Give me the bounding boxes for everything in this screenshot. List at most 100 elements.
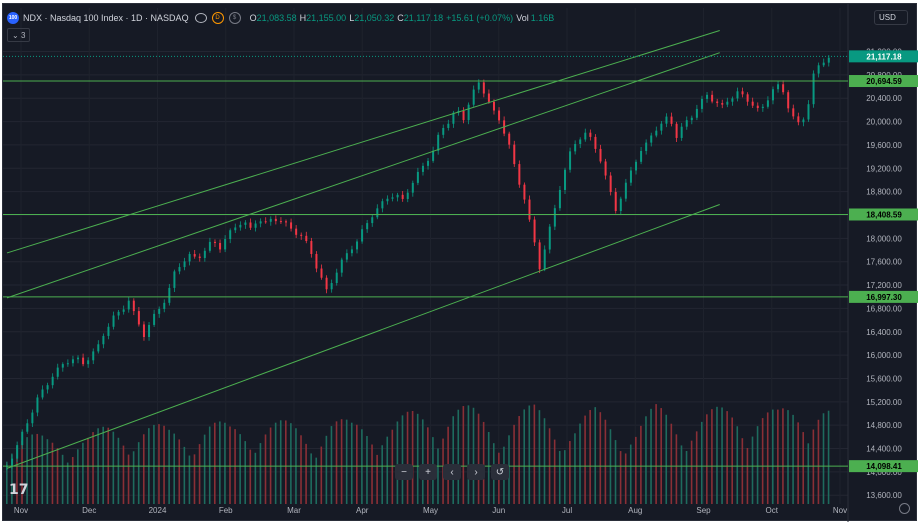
volume-bar (614, 440, 617, 504)
x-tick-label: Jul (562, 506, 572, 515)
volume-bar (604, 419, 607, 504)
candle-body (51, 376, 54, 386)
tradingview-logo-icon[interactable]: 17 (9, 482, 29, 498)
volume-bar (300, 435, 302, 504)
volume-bar (518, 416, 520, 504)
candle-body (685, 120, 688, 127)
candle-body (492, 101, 495, 111)
volume-bar (173, 433, 175, 504)
candle-body (137, 311, 140, 325)
open-value: 21,083.58 (256, 13, 297, 23)
candle-body (381, 201, 384, 209)
volume-bar (538, 410, 541, 504)
scroll-right-button[interactable]: › (467, 464, 485, 480)
volume-bar (77, 449, 79, 504)
candle-body (756, 105, 759, 109)
volume-bar (812, 429, 815, 504)
volume-bar (695, 431, 698, 504)
candle-body (163, 302, 166, 309)
volume-bar (371, 444, 373, 504)
candle-body (361, 229, 364, 242)
volume-bar (640, 425, 642, 504)
candle-body (158, 308, 161, 314)
candle-body (706, 94, 709, 99)
high-value: 21,155.00 (306, 13, 347, 23)
volume-bar (117, 437, 120, 504)
volume-bar (224, 422, 226, 504)
volume-bar (771, 409, 774, 504)
zoom-out-button[interactable]: − (395, 464, 413, 480)
volume-bar (305, 443, 307, 504)
candle-body (320, 268, 323, 278)
volume-bar (533, 404, 536, 504)
candle-body (736, 91, 739, 99)
indicators-toggle[interactable]: ⌄ 3 (7, 28, 31, 42)
candle-body (61, 364, 64, 368)
volume-bar (168, 429, 170, 504)
chart-panel[interactable]: 21,200.0020,800.0020,400.0020,000.0019,6… (2, 3, 918, 522)
x-tick-label: Feb (219, 506, 233, 515)
open-label: O (249, 13, 257, 23)
candle-body (305, 235, 308, 242)
candle-body (315, 253, 318, 269)
candle-body (812, 73, 815, 105)
candle-body (741, 91, 744, 95)
volume-bar (340, 419, 343, 504)
candle-body (700, 98, 703, 109)
volume-bar (127, 454, 130, 504)
reset-chart-button[interactable]: ↺ (491, 464, 509, 480)
candle-body (427, 160, 430, 166)
volume-bar (553, 439, 556, 504)
volume-bar (513, 424, 515, 504)
candle-body (203, 250, 206, 258)
volume-bar (193, 454, 196, 504)
x-tick-label: 2024 (149, 506, 167, 515)
volume-bar (198, 444, 201, 504)
currency-select[interactable]: USD (874, 10, 908, 25)
volume-bar (564, 450, 566, 504)
eye-icon[interactable] (194, 13, 207, 23)
volume-bar (26, 437, 28, 504)
candle-body (259, 221, 262, 224)
y-tick-label: 16,000.00 (866, 351, 902, 360)
candle-body (564, 169, 566, 190)
volume-bar (356, 424, 358, 504)
candle-body (168, 287, 171, 303)
volume-bar (741, 438, 744, 504)
y-tick-label: 14,000.00 (866, 468, 902, 477)
currency-badge[interactable]: $ (228, 12, 241, 24)
data-status-badge[interactable]: D (211, 12, 224, 24)
candle-body (650, 135, 653, 143)
zoom-in-button[interactable]: + (419, 464, 437, 480)
settings-gear-icon[interactable] (899, 503, 910, 514)
candle-body (487, 93, 490, 102)
volume-bar (660, 408, 662, 504)
y-tick-label: 16,800.00 (866, 304, 902, 313)
volume-bar (208, 426, 211, 504)
symbol-title[interactable]: NDX · Nasdaq 100 Index · 1D · NASDAQ (23, 13, 189, 23)
candle-body (310, 241, 313, 254)
volume-bar (36, 433, 39, 504)
volume-bar (41, 435, 44, 504)
volume-bar (92, 432, 94, 504)
volume-bar (766, 412, 769, 504)
scroll-left-button[interactable]: ‹ (443, 464, 461, 480)
price-chart-svg[interactable]: 21,200.0020,800.0020,400.0020,000.0019,6… (3, 4, 918, 522)
volume-bar (629, 444, 632, 504)
candle-body (553, 208, 556, 227)
volume-bar (320, 446, 323, 504)
candle-body (807, 104, 810, 120)
volume-bar (787, 410, 789, 504)
candle-body (46, 385, 49, 390)
candle-body (604, 161, 607, 176)
candle-body (219, 242, 222, 250)
x-tick-label: Oct (766, 506, 779, 515)
volume-bar (290, 423, 292, 504)
trend-channel-line (6, 52, 720, 299)
y-tick-label: 15,600.00 (866, 374, 902, 383)
candle-body (193, 254, 196, 257)
volume-bar (670, 423, 673, 504)
candle-body (513, 144, 516, 165)
volume-bar (665, 414, 668, 504)
volume-bar (599, 412, 602, 504)
